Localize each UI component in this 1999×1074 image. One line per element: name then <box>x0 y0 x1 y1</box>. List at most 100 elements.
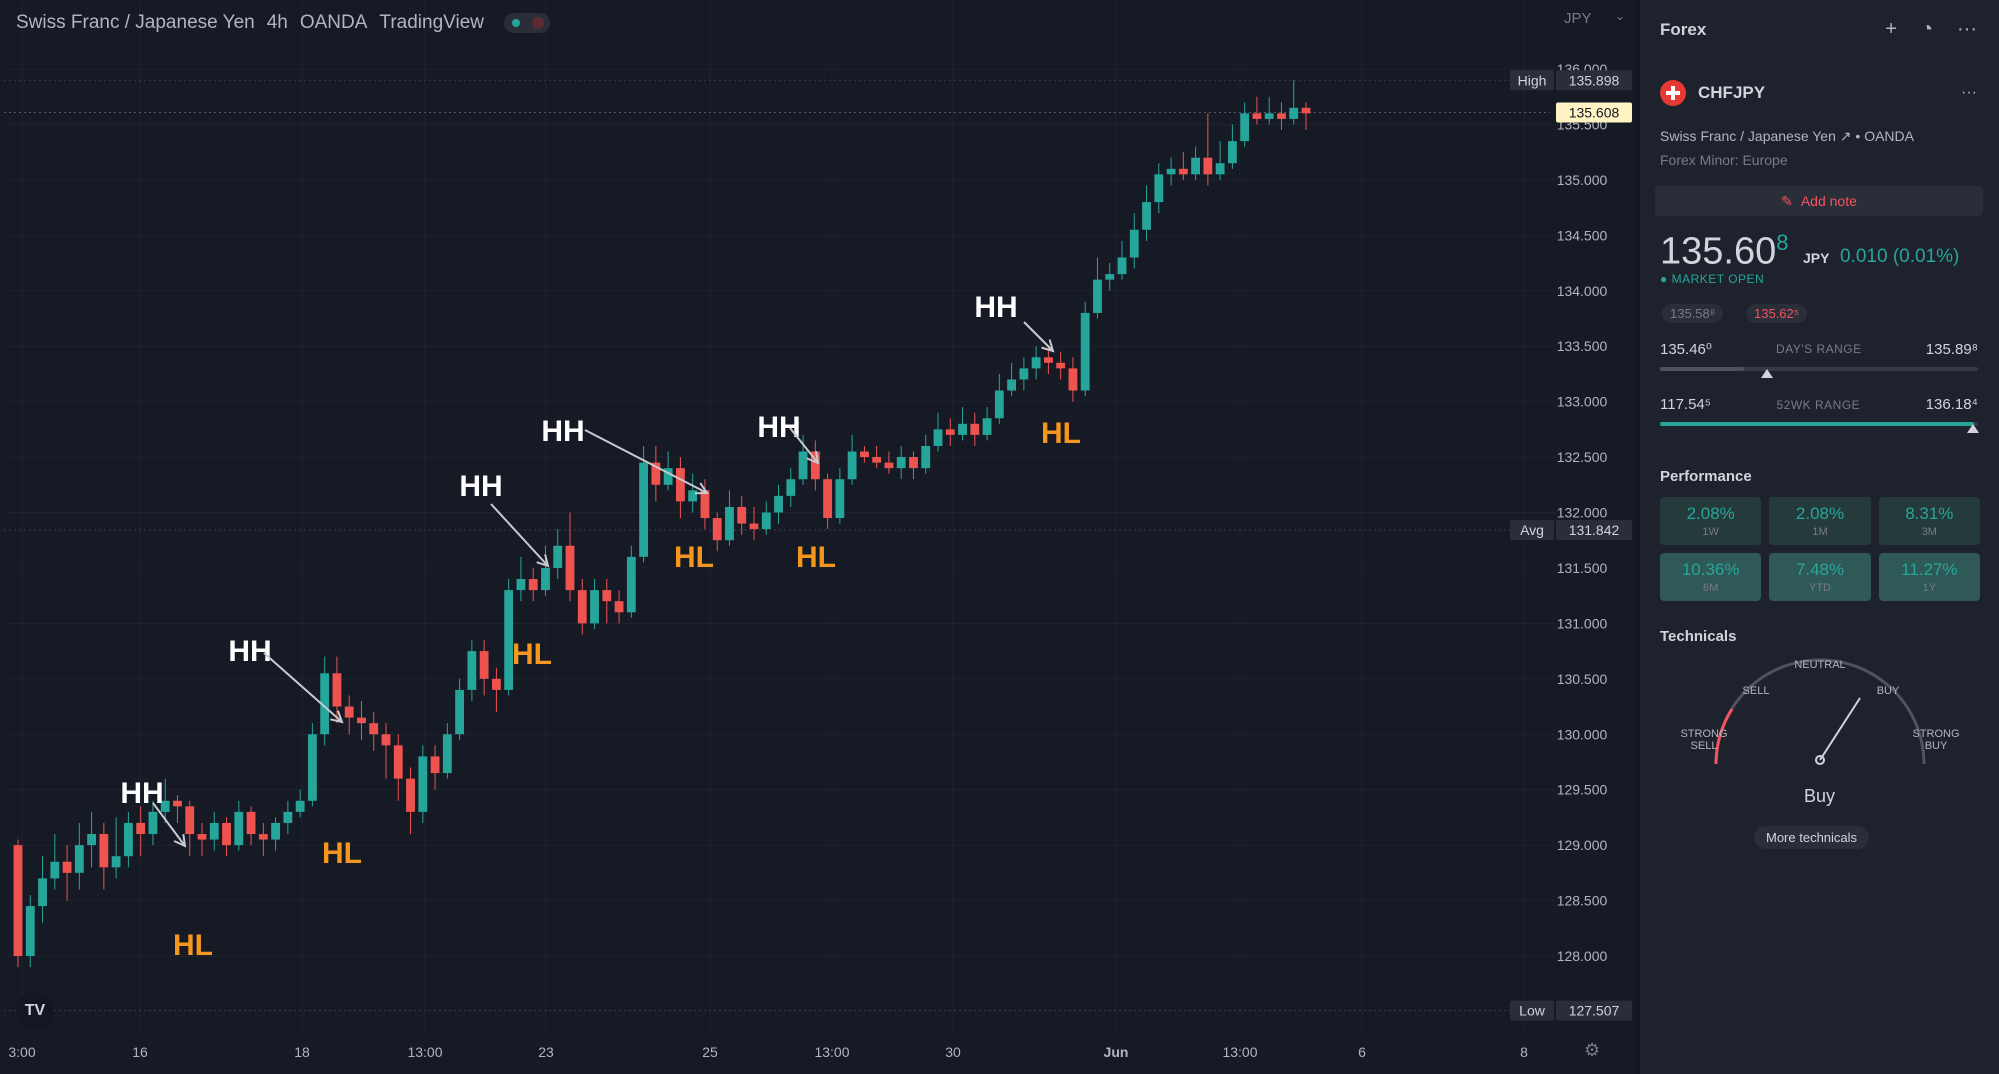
external-link-icon[interactable]: ↗ <box>1839 128 1852 144</box>
price-chart[interactable]: 136.000135.500135.000134.500134.000133.5… <box>0 0 1637 1074</box>
candle-body <box>970 423 980 435</box>
price-tick-label: 128.500 <box>1557 893 1608 909</box>
price-main: 135.60 <box>1660 230 1777 273</box>
chart-title-bar: Swiss Franc / Japanese Yen 4h OANDA Trad… <box>16 12 550 34</box>
axis-badge-value-bg <box>1556 70 1632 91</box>
perf-6m[interactable]: 10.36% 6M <box>1660 553 1762 601</box>
candle-body <box>491 678 501 690</box>
price-tick-label: 134.000 <box>1557 283 1608 299</box>
candle-body <box>455 689 465 735</box>
symbol-name[interactable]: CHFJPY <box>1698 83 1766 102</box>
axis-badge-label: High <box>1518 72 1547 88</box>
candle-body <box>307 734 317 801</box>
ask-price: 135.62⁵ <box>1746 304 1808 323</box>
performance-grid: 2.08% 1W 2.08% 1M 8.31% 3M 10.36% 6M 7.48% YT… <box>1660 497 1980 601</box>
candle-body <box>173 800 182 807</box>
symbol-desc[interactable]: Swiss Franc / Japanese Yen <box>1660 128 1836 144</box>
bid-price: 135.58⁸ <box>1662 304 1724 323</box>
symbol-more-icon[interactable]: ··· <box>1961 84 1977 101</box>
axis-badge-value: 135.898 <box>1569 72 1620 88</box>
candle-body <box>1117 257 1127 275</box>
candle-body <box>553 545 563 568</box>
perf-1w[interactable]: 2.08% 1W <box>1660 497 1762 545</box>
candle-body <box>234 811 244 846</box>
interval-label[interactable]: 4h <box>266 12 288 33</box>
price-tick-label: 132.000 <box>1557 505 1608 521</box>
candle-body <box>933 429 943 446</box>
chevron-down-icon[interactable]: ⌄ <box>1615 9 1626 23</box>
candle-body <box>786 479 796 496</box>
panel-title[interactable]: Forex <box>1660 20 1707 39</box>
edit-icon: ✎ <box>1781 192 1793 209</box>
add-note-label: Add note <box>1800 193 1857 209</box>
add-icon[interactable]: + <box>1885 18 1897 40</box>
candle-body <box>25 906 35 956</box>
candle-body <box>369 723 379 735</box>
chart-area[interactable]: 136.000 135.500 135.000 134.500 134.000 133.5… <box>0 0 1637 1074</box>
candle-body <box>1277 113 1286 119</box>
market-status-toggle[interactable] <box>503 13 550 33</box>
axis-badge-value-bg <box>1556 520 1632 541</box>
candle-body <box>258 834 268 840</box>
candle-body <box>725 506 734 541</box>
candle-body <box>271 822 281 840</box>
perf-ytd[interactable]: 7.48% YTD <box>1769 553 1871 601</box>
performance-title: Performance <box>1660 468 1752 485</box>
axis-badge-value-bg <box>1556 102 1632 123</box>
wk-high: 136.18⁴ <box>1925 396 1978 413</box>
price-change: 0.010 (0.01%) <box>1840 246 1960 267</box>
annotation-arrowhead <box>330 710 344 724</box>
annotation-arrowhead <box>806 451 820 465</box>
clock-icon[interactable]: ◔ <box>1920 18 1934 40</box>
candle-body <box>528 579 538 591</box>
price-tick-label: 129.500 <box>1557 782 1608 798</box>
currency-label[interactable]: JPY <box>1564 10 1592 27</box>
perf-3m[interactable]: 8.31% 3M <box>1878 497 1980 545</box>
candle-body <box>357 717 366 724</box>
candle-body <box>418 756 428 812</box>
more-technicals-button[interactable]: More technicals <box>1754 826 1870 849</box>
perf-1m[interactable]: 2.08% 1M <box>1769 497 1871 545</box>
gauge-buy: BUY <box>1877 685 1900 697</box>
price-tick-label: 131.000 <box>1557 615 1608 631</box>
candle-body <box>74 845 84 873</box>
candle-body <box>1252 113 1262 119</box>
candle-body <box>99 834 109 868</box>
candle-body <box>87 834 97 846</box>
axis-badge-label-bg <box>1510 1000 1554 1021</box>
candle-body <box>663 468 673 485</box>
candle-body <box>516 579 526 591</box>
higher-high-label: HH <box>757 411 800 444</box>
higher-high-label: HH <box>459 470 502 503</box>
axis-badge-label-bg <box>1510 520 1554 541</box>
platform-label: TradingView <box>379 12 484 33</box>
technicals-gauge[interactable]: NEUTRAL SELL BUY STRONG SELL STRONG BUY <box>1660 650 1980 780</box>
52wk-range-bar <box>1660 422 1979 433</box>
exchange-label: OANDA <box>299 12 368 33</box>
add-note-button[interactable]: ✎ Add note <box>1655 186 1983 216</box>
symbol-category: Forex Minor: Europe <box>1660 152 1788 168</box>
symbol-description[interactable]: Swiss Franc / Japanese Yen <box>16 12 255 33</box>
perf-1y[interactable]: 11.27% 1Y <box>1878 553 1980 601</box>
candle-body <box>541 567 550 591</box>
tradingview-logo-icon[interactable]: TV <box>16 992 54 1030</box>
symbol-exchange: OANDA <box>1864 128 1914 144</box>
axis-badge-value-bg <box>1556 1000 1632 1021</box>
candle-body <box>393 745 403 779</box>
candle-body <box>320 673 330 735</box>
annotation-arrowhead <box>1041 339 1055 353</box>
candle-body <box>1289 107 1299 119</box>
day-range-label: DAY'S RANGE <box>1776 342 1862 356</box>
swiss-flag-icon <box>1660 80 1686 106</box>
candle-body <box>1240 113 1250 142</box>
candle-body <box>1007 379 1017 391</box>
candle-body <box>1154 174 1164 203</box>
candle-body <box>774 495 783 513</box>
candle-body <box>406 778 415 812</box>
more-icon[interactable]: ··· <box>1957 18 1977 40</box>
candle-body <box>442 734 452 774</box>
candle-body <box>160 800 170 812</box>
candle-body <box>111 856 121 868</box>
settings-gear-icon[interactable]: ⚙ <box>1584 1040 1601 1060</box>
candle-body <box>197 834 207 840</box>
